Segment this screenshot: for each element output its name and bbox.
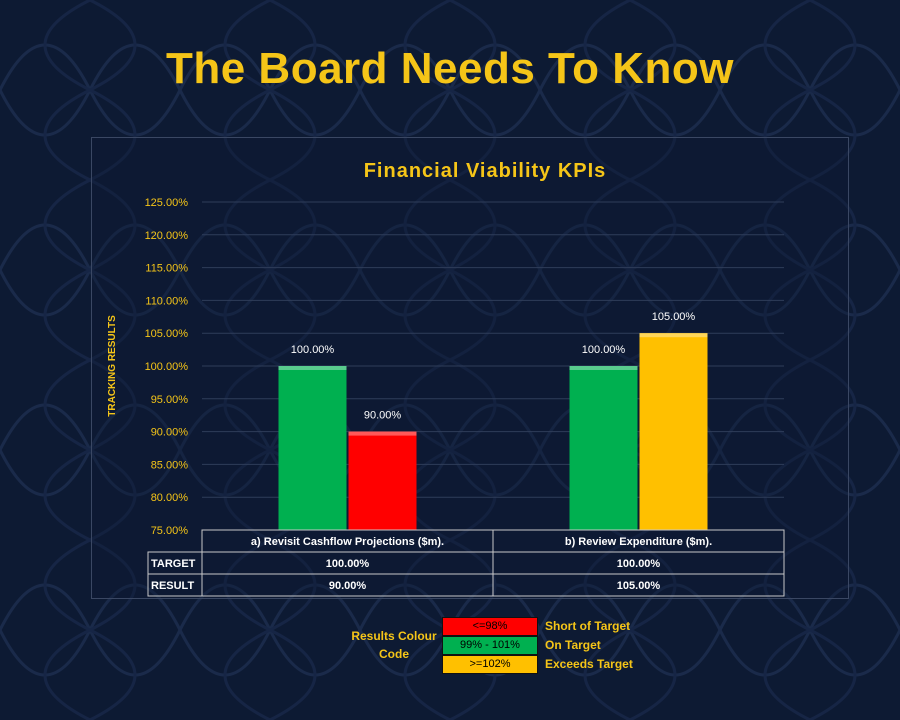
bar-top-bevel	[639, 333, 708, 338]
y-tick-label: 100.00%	[145, 361, 189, 373]
page-title: The Board Needs To Know	[165, 44, 735, 93]
chart-title: Financial Viability KPIs	[364, 160, 607, 182]
y-tick-label: 80.00%	[151, 492, 189, 504]
bar-result	[639, 333, 708, 530]
y-tick-label: 125.00%	[145, 197, 189, 209]
category-label: b) Review Expenditure ($m).	[565, 536, 712, 548]
chart-panel: Financial Viability KPIs TRACKING RESULTS…	[91, 137, 849, 599]
bar-chart: Financial Viability KPIs TRACKING RESULTS…	[107, 160, 785, 597]
data-label: 100.00%	[582, 344, 626, 356]
bar-top-bevel	[348, 431, 417, 436]
table-cell: 100.00%	[617, 558, 661, 570]
bar-result	[348, 431, 417, 530]
y-tick-label: 120.00%	[145, 230, 189, 242]
y-tick-label: 105.00%	[145, 328, 189, 340]
bar-top-bevel	[278, 366, 347, 370]
y-tick-label: 85.00%	[151, 459, 189, 471]
table-cell: 105.00%	[617, 580, 661, 592]
table-cell: 100.00%	[326, 558, 370, 570]
data-label: 105.00%	[652, 311, 696, 323]
data-label: 100.00%	[291, 344, 335, 356]
y-axis-label: TRACKING RESULTS	[107, 315, 118, 417]
bar-top-bevel	[569, 366, 638, 370]
table-cell: 90.00%	[329, 580, 367, 592]
table-row-label: RESULT	[151, 580, 194, 592]
category-label: a) Revisit Cashflow Projections ($m).	[251, 536, 444, 548]
y-tick-label: 95.00%	[151, 394, 189, 406]
y-tick-label: 90.00%	[151, 427, 189, 439]
bar-target	[278, 366, 347, 530]
bar-target	[569, 366, 638, 530]
y-tick-label: 115.00%	[145, 263, 188, 275]
y-tick-label: 75.00%	[151, 525, 189, 537]
data-label: 90.00%	[364, 410, 402, 422]
table-row-label: TARGET	[151, 558, 196, 570]
y-tick-label: 110.00%	[145, 295, 188, 307]
